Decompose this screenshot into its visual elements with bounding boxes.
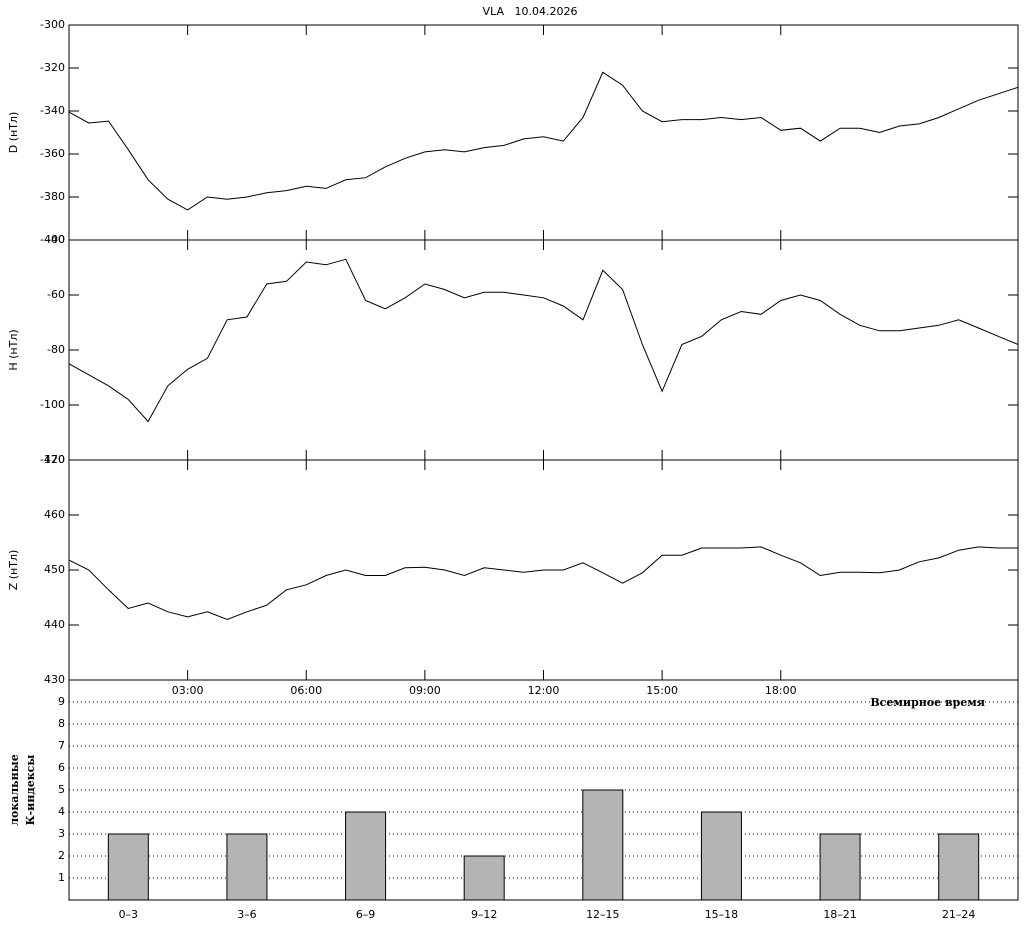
y-tick-label: 430 — [44, 673, 65, 686]
bar — [582, 789, 624, 901]
x-tick-label: 03:00 — [172, 684, 204, 697]
y-axis-label: H (нТл) — [7, 329, 20, 370]
y-tick-label: -100 — [40, 398, 65, 411]
y-tick-label: -340 — [40, 104, 65, 117]
y-tick-label: 450 — [44, 563, 65, 576]
y-tick-label: 440 — [44, 618, 65, 631]
bar — [345, 811, 387, 901]
x-tick-label: 12–15 — [586, 908, 620, 921]
y-tick-label: -300 — [40, 18, 65, 31]
data-line — [68, 258, 1019, 423]
y-tick-label: -60 — [47, 288, 65, 301]
y-tick-label: -80 — [47, 343, 65, 356]
bar — [819, 833, 861, 901]
y-tick-label: 460 — [44, 508, 65, 521]
y-axis-label: D (нТл) — [7, 112, 20, 154]
y-tick-label: 9 — [58, 695, 65, 708]
bar — [938, 833, 980, 901]
y-axis-label: Z (нТл) — [7, 550, 20, 591]
y-tick-label: 5 — [58, 783, 65, 796]
bar — [226, 833, 268, 901]
y-tick-label: 1 — [58, 871, 65, 884]
x-tick-label: 21–24 — [942, 908, 976, 921]
x-tick-label: 18–21 — [823, 908, 857, 921]
y-tick-label: -380 — [40, 190, 65, 203]
y-axis-label: локальные — [8, 754, 21, 825]
x-tick-label: 3–6 — [237, 908, 257, 921]
x-tick-label: 12:00 — [528, 684, 560, 697]
data-line — [68, 71, 1019, 211]
y-tick-label: -40 — [47, 233, 65, 246]
y-tick-label: 2 — [58, 849, 65, 862]
y-tick-label: -120 — [40, 453, 65, 466]
bar — [107, 833, 149, 901]
x-tick-label: 9–12 — [471, 908, 498, 921]
x-axis-label: Всемирное время — [870, 696, 985, 709]
y-tick-label: 7 — [58, 739, 65, 752]
x-tick-label: 09:00 — [409, 684, 441, 697]
y-tick-label: -360 — [40, 147, 65, 160]
x-tick-label: 6–9 — [356, 908, 376, 921]
y-tick-label: 4 — [58, 805, 65, 818]
bar — [463, 855, 505, 901]
x-tick-label: 15–18 — [705, 908, 739, 921]
data-line — [68, 546, 1018, 621]
y-axis-label: К-индексы — [24, 755, 37, 826]
y-tick-label: 6 — [58, 761, 65, 774]
chart-title: VLA 10.04.2026 — [483, 5, 578, 18]
y-tick-label: -400 — [40, 233, 65, 246]
x-tick-label: 06:00 — [290, 684, 322, 697]
y-tick-label: -320 — [40, 61, 65, 74]
y-tick-label: 470 — [44, 453, 65, 466]
bar — [700, 811, 742, 901]
y-tick-label: 8 — [58, 717, 65, 730]
x-tick-label: 18:00 — [765, 684, 797, 697]
x-tick-label: 0–3 — [119, 908, 139, 921]
y-tick-label: 3 — [58, 827, 65, 840]
x-tick-label: 15:00 — [646, 684, 678, 697]
